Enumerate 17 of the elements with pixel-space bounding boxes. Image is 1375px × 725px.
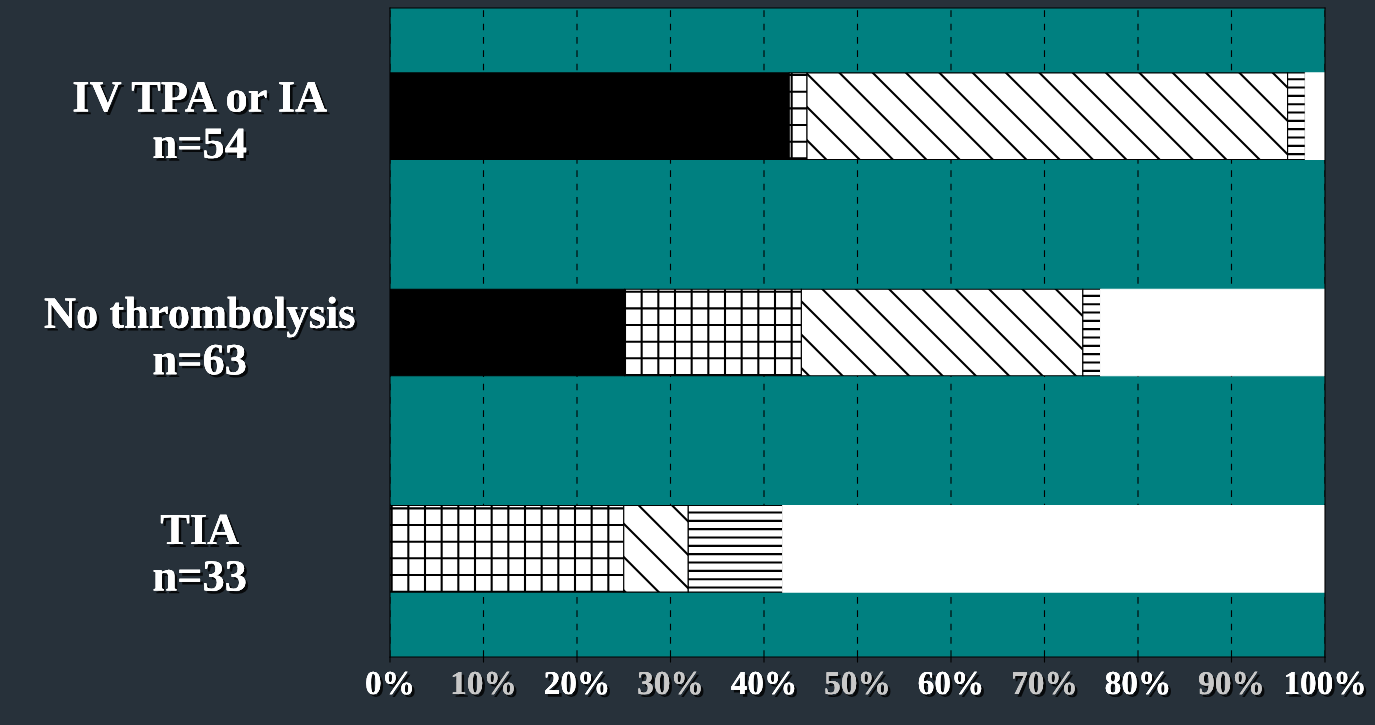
x-tick-label: 20% bbox=[545, 671, 610, 698]
bar bbox=[1100, 288, 1325, 377]
x-tick-label: 90% bbox=[1199, 671, 1265, 698]
bar bbox=[782, 505, 1325, 593]
x-tick-label: 10% bbox=[452, 671, 517, 698]
y-tick-label: IV TPA or IA n=54 bbox=[73, 82, 330, 162]
x-tick-label: 100% bbox=[1286, 671, 1367, 698]
x-tick-label: 60% bbox=[918, 671, 984, 698]
bar bbox=[1304, 72, 1325, 160]
y-tick-label: No thrombolysis n=63 bbox=[44, 296, 358, 378]
x-tick-label: 40% bbox=[731, 671, 797, 698]
x-tick-label: 0% bbox=[366, 671, 415, 698]
y-tick-label: TIA n=33 bbox=[153, 514, 249, 594]
x-tick-label: 80% bbox=[1105, 671, 1171, 698]
x-tick-label: 50% bbox=[825, 671, 891, 698]
x-tick-label: 30% bbox=[638, 671, 704, 698]
x-tick-label: 70% bbox=[1013, 671, 1078, 698]
